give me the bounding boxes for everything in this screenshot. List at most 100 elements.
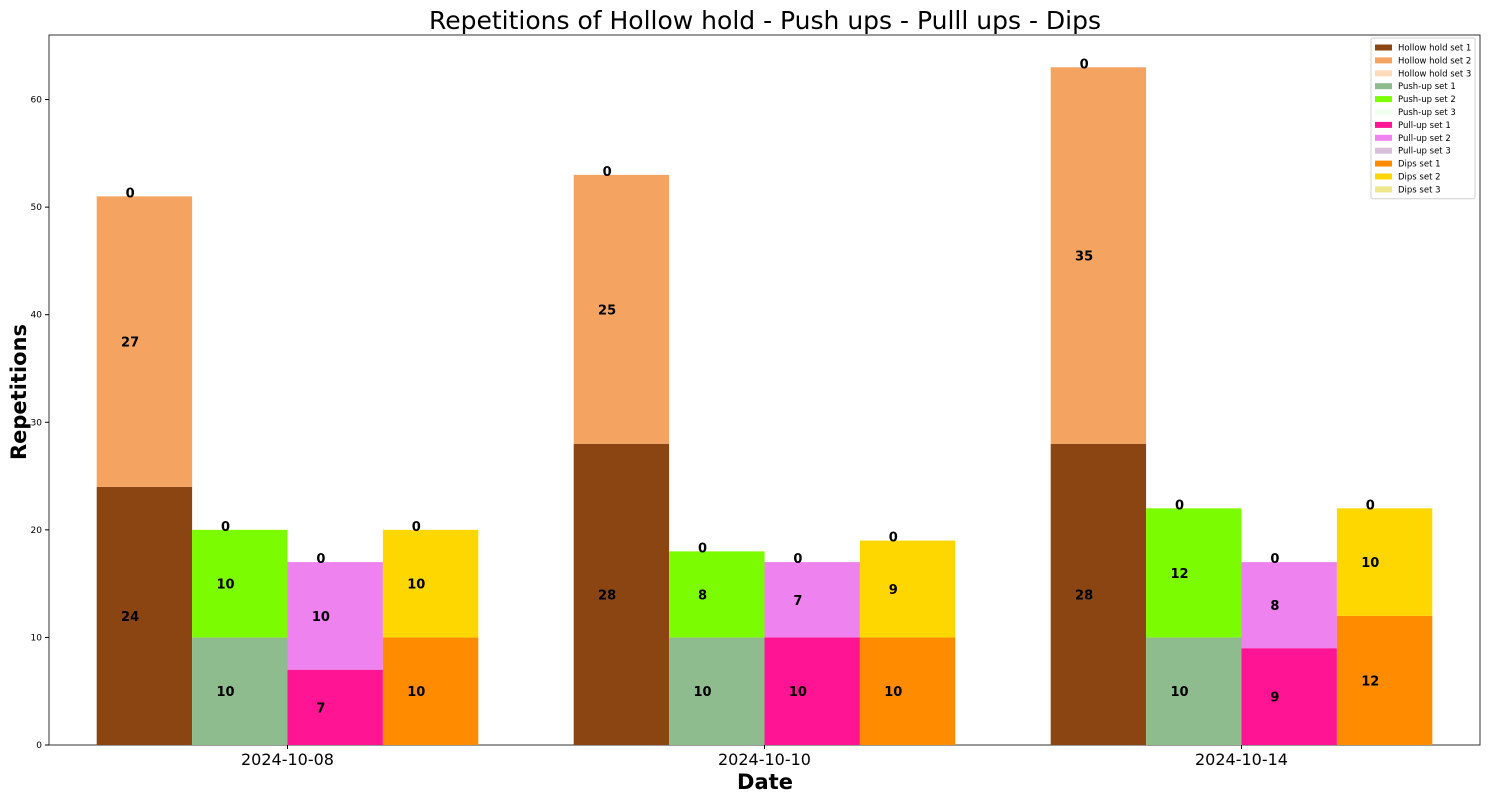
legend-label: Dips set 3 (1398, 185, 1441, 195)
legend-swatch (1375, 160, 1392, 167)
bar-segment (1050, 67, 1147, 444)
bar-value-label: 27 (121, 336, 139, 351)
legend-swatch (1375, 121, 1392, 128)
bar-value-label: 10 (693, 685, 711, 700)
bar-value-label: 10 (1170, 685, 1188, 700)
x-tick-label: 2024-10-08 (241, 750, 334, 769)
bar-value-label: 0 (126, 186, 135, 201)
legend-swatch (1375, 83, 1392, 90)
legend-swatch (1375, 173, 1392, 180)
bar-value-label: 8 (698, 588, 707, 603)
y-tick-label: 20 (31, 526, 43, 536)
bar-value-label: 10 (884, 685, 902, 700)
bar-segment (1146, 508, 1242, 638)
bar-value-label: 24 (121, 610, 139, 625)
bar-value-label: 9 (889, 583, 898, 598)
bar-segment (192, 529, 288, 638)
legend-swatch (1375, 57, 1392, 64)
bar-segment (1146, 637, 1242, 745)
bar-value-label: 10 (312, 610, 330, 625)
y-tick-label: 30 (31, 418, 43, 428)
legend-label: Hollow hold set 3 (1398, 69, 1471, 79)
bar-segment (764, 562, 860, 638)
legend-swatch (1375, 96, 1392, 103)
bar-value-label: 0 (316, 552, 325, 567)
legend-label: Pull-up set 3 (1398, 147, 1451, 157)
bar-value-label: 25 (598, 303, 616, 318)
bar-segment (573, 174, 670, 444)
legend-label: Push-up set 3 (1398, 108, 1456, 118)
x-axis-label: Date (737, 770, 793, 794)
x-tick-label: 2024-10-10 (718, 750, 811, 769)
legend-label: Push-up set 2 (1398, 95, 1456, 105)
bar-segment (1050, 443, 1147, 745)
bar-segment (1241, 648, 1337, 745)
legend-label: Hollow hold set 1 (1398, 44, 1471, 54)
bar-value-label: 0 (1175, 498, 1184, 513)
legend-label: Dips set 1 (1398, 160, 1441, 170)
bar-value-label: 7 (793, 594, 802, 609)
bar-value-label: 10 (216, 578, 234, 593)
legend-swatch (1375, 70, 1392, 77)
bar-segment (96, 486, 193, 745)
legend-swatch (1375, 44, 1392, 51)
y-tick-label: 50 (31, 203, 43, 213)
legend-box (1370, 37, 1476, 200)
bar-value-label: 8 (1270, 599, 1279, 614)
plot-area: 0 10 20 30 40 50 60 2024-10-08 24 27 0 10 10 0 7 10 0 10 1… (31, 34, 1481, 769)
bar-value-label: 12 (1361, 674, 1379, 689)
bar-value-label: 0 (889, 531, 898, 546)
bar-segment (1241, 562, 1337, 649)
y-tick-label: 10 (31, 633, 43, 643)
bar-segment (859, 637, 956, 745)
bar-value-label: 10 (407, 578, 425, 593)
bar-value-label: 10 (789, 685, 807, 700)
y-tick-label: 60 (31, 96, 43, 106)
bar-segment (859, 540, 956, 638)
bar-segment (382, 637, 479, 745)
legend-label: Pull-up set 2 (1398, 134, 1451, 144)
bar-value-label: 28 (1075, 588, 1093, 603)
legend-label: Dips set 2 (1398, 173, 1441, 183)
bar-value-label: 10 (407, 685, 425, 700)
bar-value-label: 0 (793, 552, 802, 567)
bar-value-label: 10 (1361, 556, 1379, 571)
x-tick-label: 2024-10-14 (1195, 750, 1288, 769)
bar-value-label: 0 (1080, 57, 1089, 72)
y-tick-label: 0 (36, 741, 42, 751)
bar-value-label: 0 (412, 520, 421, 535)
chart-title: Repetitions of Hollow hold - Push ups - … (429, 6, 1101, 35)
bar-value-label: 0 (221, 520, 230, 535)
bar-value-label: 0 (1366, 498, 1375, 513)
bar-segment (1336, 508, 1433, 616)
legend-swatch (1375, 109, 1392, 115)
bar-value-label: 10 (216, 685, 234, 700)
bar-value-label: 9 (1270, 691, 1279, 706)
legend-swatch (1375, 186, 1392, 193)
bar-segment (1336, 615, 1433, 745)
bar-segment (287, 562, 383, 670)
legend-label: Pull-up set 1 (1398, 121, 1451, 131)
bar-value-label: 12 (1170, 567, 1188, 582)
bar-value-label: 7 (316, 701, 325, 716)
y-tick-label: 40 (31, 311, 43, 321)
bar-segment (764, 637, 860, 745)
bar-segment (669, 637, 765, 745)
bar-segment (382, 529, 479, 638)
bar-segment (96, 196, 193, 487)
bar-segment (669, 551, 765, 638)
legend-swatch (1375, 134, 1392, 141)
legend-label: Hollow hold set 2 (1398, 56, 1471, 66)
bar-value-label: 0 (603, 165, 612, 180)
legend-label: Push-up set 1 (1398, 82, 1456, 92)
legend-swatch (1375, 147, 1392, 154)
bar-segment (573, 443, 670, 745)
bar-value-label: 28 (598, 588, 616, 603)
y-axis-label: Repetitions (7, 324, 31, 460)
legend: Hollow hold set 1 Hollow hold set 2 Hollow… (1370, 37, 1476, 200)
bar-value-label: 0 (1270, 552, 1279, 567)
bar-segment (287, 669, 383, 745)
bar-value-label: 0 (698, 541, 707, 556)
